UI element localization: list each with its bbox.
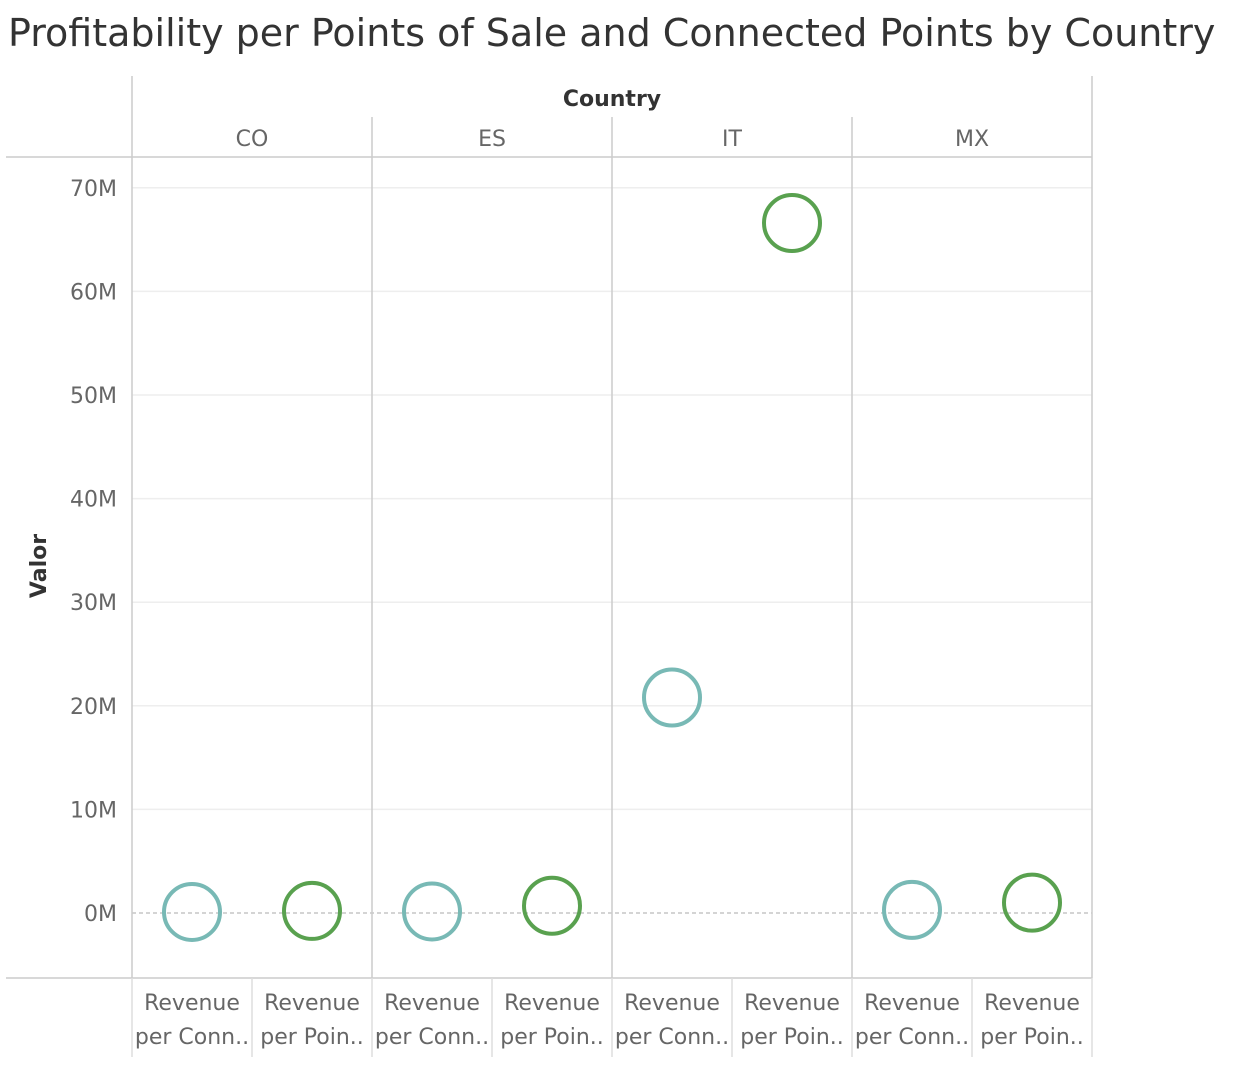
data-point [762,193,822,254]
x-category-label: per Poin.. [740,1025,844,1050]
data-point [402,881,462,942]
x-category-label: per Conn.. [855,1025,969,1050]
x-category-label: per Poin.. [500,1025,604,1050]
x-category-label: Revenue [864,991,960,1016]
x-category-label: Revenue [264,991,360,1016]
data-point [1002,872,1062,933]
x-category-label: per Conn.. [615,1025,729,1050]
x-category-label: Revenue [504,991,600,1016]
data-point [162,881,222,942]
y-tick-label: 70M [70,177,117,202]
data-point [522,875,582,936]
y-tick-label: 60M [70,280,117,305]
data-point [882,879,942,940]
x-category-label: Revenue [144,991,240,1016]
data-point [642,667,702,728]
y-axis-label: Valor [27,534,52,598]
country-header: ES [478,127,506,152]
country-header: IT [722,127,742,152]
x-axis-category-labels: Revenue per Conn.. Revenue per Poin.. Revenu… [135,991,1084,1050]
y-tick-label: 20M [70,695,117,720]
y-axis-ticks: 0M 10M 20M 30M 40M 50M 60M 70M [70,177,117,927]
pane-borders [6,76,1093,1057]
x-category-label: per Poin.. [980,1025,1084,1050]
country-header: MX [955,127,989,152]
y-tick-label: 30M [70,591,117,616]
y-tick-label: 10M [70,798,117,823]
x-category-label: per Conn.. [135,1025,249,1050]
y-tick-label: 50M [70,384,117,409]
x-category-label: Revenue [384,991,480,1016]
y-tick-label: 0M [84,902,117,927]
chart-title: Profitability per Points of Sale and Con… [8,11,1215,55]
x-category-label: per Poin.. [260,1025,364,1050]
data-marks [162,193,1062,942]
x-category-label: Revenue [984,991,1080,1016]
data-point [282,880,342,941]
x-category-label: Revenue [744,991,840,1016]
y-tick-label: 40M [70,488,117,513]
column-header-country: Country [563,87,661,112]
country-header: CO [236,127,269,152]
x-category-label: per Conn.. [375,1025,489,1050]
country-headers: CO ES IT MX [236,127,989,152]
x-category-label: Revenue [624,991,720,1016]
